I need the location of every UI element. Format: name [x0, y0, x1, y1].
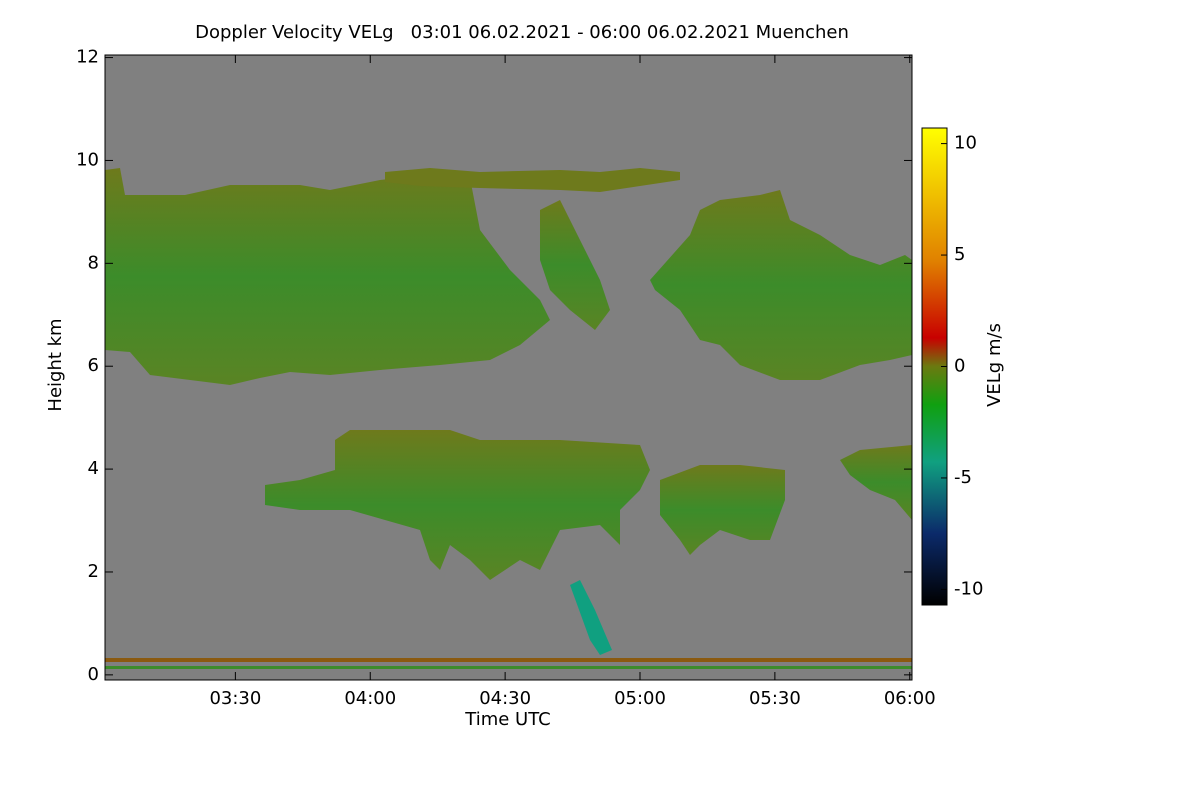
echo [105, 658, 912, 662]
x-tick-label: 05:00 [614, 688, 666, 709]
x-tick-label: 04:30 [479, 688, 531, 709]
plot-frame [104, 54, 913, 681]
x-tick-label: 05:30 [749, 688, 801, 709]
echo [265, 430, 650, 580]
echo [385, 168, 680, 192]
echo [540, 200, 610, 330]
echo [570, 580, 612, 655]
y-tick-label: 2 [88, 561, 99, 582]
echo-regions [105, 168, 912, 669]
y-tick-label: 4 [88, 458, 99, 479]
chart-title: Doppler Velocity VELg 03:01 06.02.2021 -… [195, 22, 849, 43]
colorbar-label: VELg m/s [984, 323, 1005, 407]
echo [105, 168, 550, 385]
y-tick-label: 8 [88, 252, 99, 273]
y-axis-label: Height km [45, 318, 66, 411]
y-tick-label: 12 [76, 47, 99, 68]
y-tick-label: 10 [76, 149, 99, 170]
y-tick-label: 6 [88, 355, 99, 376]
echo [105, 666, 912, 669]
colorbar-tick-label: 5 [954, 244, 965, 265]
y-tick-label: 0 [88, 664, 99, 685]
echo [660, 465, 785, 555]
colorbar-tick-label: -10 [954, 578, 983, 599]
colorbar-tick-label: -5 [954, 467, 972, 488]
colorbar-tick-label: 0 [954, 356, 965, 377]
echo [840, 445, 912, 520]
colorbar-tick-label: 10 [954, 133, 977, 154]
x-tick-label: 06:00 [884, 688, 936, 709]
echo [650, 190, 912, 380]
x-axis-label: Time UTC [464, 709, 550, 730]
x-tick-label: 03:30 [209, 688, 261, 709]
x-tick-label: 04:00 [344, 688, 396, 709]
